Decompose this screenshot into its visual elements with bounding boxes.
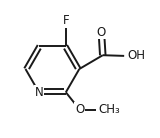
Text: OH: OH: [128, 49, 146, 62]
Text: O: O: [75, 103, 84, 116]
Text: O: O: [97, 26, 106, 39]
Text: F: F: [63, 14, 69, 27]
Text: N: N: [35, 86, 43, 99]
Text: CH₃: CH₃: [98, 103, 120, 116]
